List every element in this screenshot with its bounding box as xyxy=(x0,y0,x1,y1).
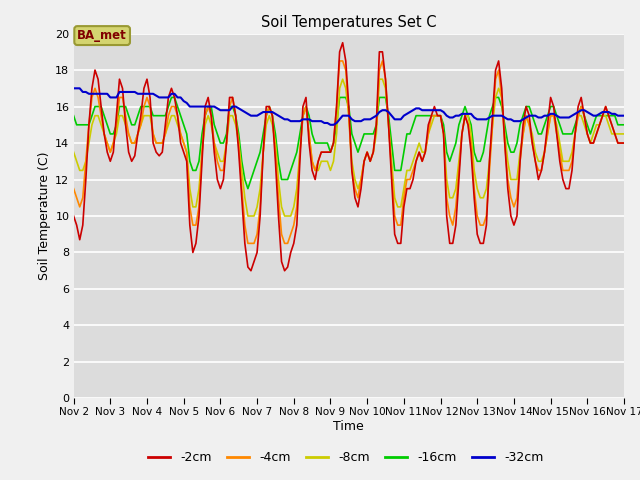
X-axis label: Time: Time xyxy=(333,420,364,432)
Legend: -2cm, -4cm, -8cm, -16cm, -32cm: -2cm, -4cm, -8cm, -16cm, -32cm xyxy=(143,446,548,469)
Title: Soil Temperatures Set C: Soil Temperatures Set C xyxy=(261,15,436,30)
Y-axis label: Soil Temperature (C): Soil Temperature (C) xyxy=(38,152,51,280)
Text: BA_met: BA_met xyxy=(77,29,127,42)
